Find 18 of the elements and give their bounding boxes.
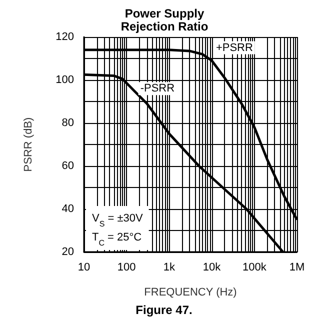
y-tick-label: 20 bbox=[62, 246, 74, 258]
y-tick-label: 40 bbox=[62, 203, 74, 215]
y-tick-label: 80 bbox=[62, 117, 74, 129]
y-tick-label: 60 bbox=[62, 160, 74, 172]
caption: Figure 47. bbox=[136, 303, 192, 317]
y-axis-title: PSRR (dB) bbox=[22, 117, 34, 172]
x-tick-label: 100k bbox=[242, 262, 267, 274]
x-tick-label: 10 bbox=[78, 262, 90, 274]
annotation: -PSRR bbox=[140, 82, 175, 95]
x-tick-label: 10k bbox=[202, 262, 222, 274]
y-tick-label: 120 bbox=[56, 31, 74, 43]
x-tick-label: 1k bbox=[163, 262, 176, 274]
x-tick-label: 100 bbox=[117, 262, 136, 274]
x-tick-label: 1M bbox=[289, 262, 305, 274]
y-tick-label: 100 bbox=[56, 74, 74, 86]
annotation: +PSRR bbox=[216, 42, 253, 54]
x-axis-title: FREQUENCY (Hz) bbox=[144, 286, 237, 298]
chart-title: Power Supply Rejection Ratio bbox=[120, 6, 208, 34]
